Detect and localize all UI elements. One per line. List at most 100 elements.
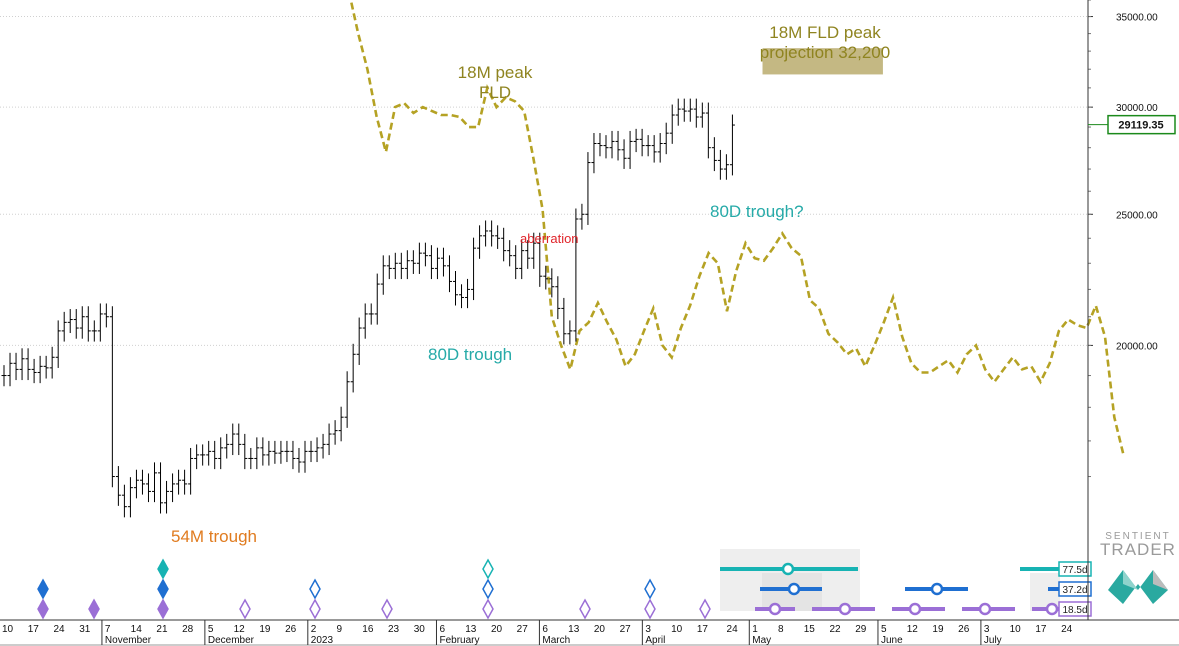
- y-tick-label: 25000.00: [1116, 210, 1158, 221]
- projection-37d-2-circle: [930, 582, 944, 596]
- cycle-label: 37.2d: [1062, 585, 1087, 596]
- x-tick-label: 8: [778, 624, 784, 635]
- price-bars-series: [1, 98, 735, 518]
- x-tick-label: 12: [907, 624, 919, 635]
- trough-54m-annotation: 54M trough: [171, 527, 257, 546]
- x-tick-label: 10: [671, 624, 683, 635]
- y-tick-label: 20000.00: [1116, 341, 1158, 352]
- cycle-marker-18d: [482, 598, 494, 620]
- x-tick-label: 23: [388, 624, 400, 635]
- month-label: February: [439, 635, 479, 646]
- sentient-trader-logo: SENTIENT TRADER: [1100, 531, 1176, 611]
- x-tick-label: 3: [645, 624, 651, 635]
- fld-peak-annotation: 18M peak FLD: [457, 63, 533, 102]
- cycle-marker-77d: [482, 558, 494, 580]
- cycle-marker-18d: [381, 598, 393, 620]
- cycle-marker-77d: [157, 558, 169, 580]
- month-label: November: [105, 635, 152, 646]
- x-tick-label: 17: [697, 624, 709, 635]
- projection-box: [762, 48, 883, 75]
- projection-18d-circle: [978, 602, 992, 616]
- x-tick-label: 27: [517, 624, 529, 635]
- projection-18d-circle: [908, 602, 922, 616]
- x-tick-label: 24: [53, 624, 65, 635]
- cycle-marker-37d: [644, 578, 656, 600]
- x-tick-label: 20: [594, 624, 606, 635]
- cycle-marker-37d: [309, 578, 321, 600]
- x-tick-label: 26: [958, 624, 970, 635]
- x-tick-label: 7: [105, 624, 111, 635]
- x-tick-label: 19: [259, 624, 271, 635]
- projection-37d-circle: [787, 582, 801, 596]
- x-tick-label: 14: [131, 624, 143, 635]
- projection-18d-circle: [838, 602, 852, 616]
- month-label: May: [752, 635, 771, 646]
- aberration-annotation: aberration: [520, 231, 579, 246]
- x-tick-label: 17: [28, 624, 40, 635]
- cycle-label-box: [1058, 581, 1092, 597]
- x-tick-label: 5: [208, 624, 214, 635]
- cycle-marker-18d: [579, 598, 591, 620]
- current-price-box: [1107, 114, 1176, 135]
- x-tick-label: 24: [1061, 624, 1073, 635]
- x-tick-label: 10: [2, 624, 14, 635]
- x-tick-label: 30: [414, 624, 426, 635]
- logo-mark-icon: [1108, 570, 1168, 604]
- cycle-marker-18d: [37, 598, 49, 620]
- cycle-marker-18d: [644, 598, 656, 620]
- x-tick-label: 17: [1035, 624, 1047, 635]
- x-tick-label: 13: [568, 624, 580, 635]
- x-tick-label: 29: [855, 624, 867, 635]
- y-tick-label: 30000.00: [1116, 103, 1158, 114]
- month-label: April: [645, 635, 665, 646]
- cycle-marker-37d: [37, 578, 49, 600]
- month-label: December: [208, 635, 255, 646]
- x-tick-label: 9: [337, 624, 343, 635]
- x-tick-label: 24: [727, 624, 739, 635]
- cycle-panel: 77.5d 37.2d 18.5d: [37, 549, 1092, 620]
- x-tick-label: 5: [881, 624, 887, 635]
- x-tick-label: 27: [620, 624, 632, 635]
- trough-80d-question-annotation: 80D trough?: [710, 202, 804, 221]
- x-tick-label: 6: [542, 624, 548, 635]
- cycle-label: 77.5d: [1062, 565, 1087, 576]
- x-tick-label: 6: [439, 624, 445, 635]
- x-tick-label: 22: [829, 624, 841, 635]
- current-price-label: 29119.35: [1118, 120, 1163, 132]
- month-label: 2023: [311, 635, 334, 646]
- cycle-marker-18d: [157, 598, 169, 620]
- cycle-marker-18d: [88, 598, 100, 620]
- month-label: June: [881, 635, 903, 646]
- cycle-label: 18.5d: [1062, 605, 1087, 616]
- y-tick-label: 35000.00: [1116, 13, 1158, 24]
- cycle-marker-18d: [309, 598, 321, 620]
- cycle-marker-18d: [239, 598, 251, 620]
- x-tick-label: 28: [182, 624, 194, 635]
- x-tick-label: 21: [156, 624, 168, 635]
- x-tick-label: 13: [465, 624, 477, 635]
- cycle-marker-37d: [482, 578, 494, 600]
- x-tick-label: 31: [79, 624, 91, 635]
- x-tick-label: 16: [362, 624, 374, 635]
- x-tick-label: 15: [804, 624, 816, 635]
- projection-18d-circle: [1045, 602, 1059, 616]
- x-tick-label: 2: [311, 624, 317, 635]
- projection-annotation: 18M FLD peak projection 32,200: [759, 23, 891, 62]
- cycle-label-box: [1058, 561, 1092, 577]
- month-label: March: [542, 635, 570, 646]
- x-tick-label: 20: [491, 624, 503, 635]
- logo-line1: SENTIENT: [1105, 531, 1171, 542]
- cycle-label-box: [1058, 601, 1092, 617]
- cycle-marker-18d: [699, 598, 711, 620]
- x-tick-label: 10: [1010, 624, 1022, 635]
- x-tick-label: 12: [234, 624, 246, 635]
- trough-80d-annotation: 80D trough: [428, 345, 513, 364]
- projection-18d-circle: [768, 602, 782, 616]
- x-tick-label: 26: [285, 624, 297, 635]
- x-tick-label: 19: [932, 624, 944, 635]
- projection-77d-circle: [781, 562, 795, 576]
- cycle-marker-37d: [157, 578, 169, 600]
- x-tick-label: 1: [752, 624, 758, 635]
